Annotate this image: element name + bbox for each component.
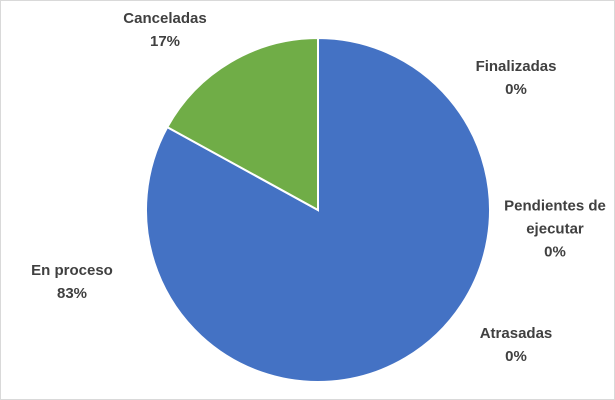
pie-slice [165, 36, 319, 212]
category-name: Atrasadas [479, 325, 553, 342]
category-name: En proceso [31, 262, 113, 279]
category-name: Canceladas [123, 10, 207, 27]
data-label: En proceso 83% [17, 259, 127, 305]
data-label: Canceladas 17% [110, 7, 220, 53]
category-name: Finalizadas [475, 58, 557, 75]
category-name: Pendientes de ejecutar [504, 197, 606, 238]
data-label: Atrasadas 0% [461, 322, 571, 368]
data-label: Finalizadas 0% [461, 55, 571, 101]
data-label: Pendientes de ejecutar 0% [500, 195, 610, 264]
percent-label: 0% [505, 81, 527, 98]
percent-label: 17% [149, 33, 181, 50]
percent-label: 83% [56, 285, 88, 302]
percent-label: 0% [544, 243, 566, 261]
percent-label: 0% [505, 348, 527, 365]
